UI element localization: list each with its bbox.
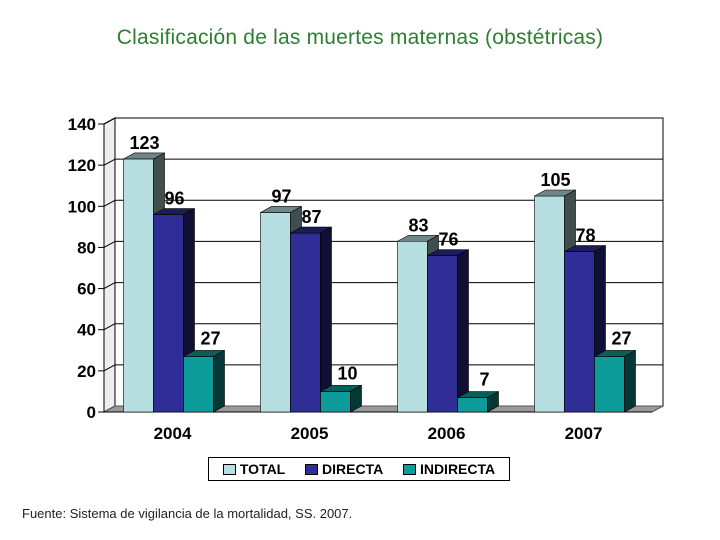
bars-layer (123, 152, 636, 413)
gridline-side (103, 323, 116, 331)
bar-side-indirecta-2006 (487, 391, 499, 413)
gridline-side (103, 240, 116, 248)
grid-layer (98, 117, 664, 413)
bar-indirecta-2004 (183, 356, 214, 413)
bar-indirecta-2007 (594, 356, 625, 413)
legend-label-total: TOTAL (239, 461, 286, 477)
value-label-total-2004: 123 (129, 133, 159, 153)
bar-indirecta-2005 (320, 391, 351, 413)
x-tick-label-2006: 2006 (428, 424, 466, 443)
value-label-indirecta-2004: 27 (200, 328, 220, 348)
value-label-total-2007: 105 (540, 170, 570, 190)
legend-swatch-directa (305, 463, 318, 475)
value-label-indirecta-2007: 27 (611, 328, 631, 348)
value-label-directa-2007: 78 (575, 226, 595, 246)
y-tick-label: 120 (68, 156, 96, 175)
value-label-indirecta-2005: 10 (337, 363, 357, 383)
value-label-directa-2004: 96 (164, 189, 184, 209)
value-label-directa-2005: 87 (301, 207, 321, 227)
bar-side-indirecta-2004 (213, 349, 225, 413)
legend-item-total: TOTAL (222, 461, 286, 477)
legend-label-indirecta: INDIRECTA (419, 461, 496, 477)
chart-legend: TOTAL DIRECTA INDIRECTA (208, 457, 510, 481)
value-label-directa-2006: 76 (438, 230, 458, 250)
legend-swatch-total (222, 463, 236, 475)
value-label-total-2006: 83 (408, 215, 428, 235)
y-tick-label: 20 (77, 362, 96, 381)
gridline-side (103, 158, 116, 166)
bar-directa-2004 (153, 214, 184, 413)
bar-side-directa-2006 (457, 249, 469, 413)
legend-item-indirecta: INDIRECTA (402, 461, 496, 477)
bar-total-2007 (534, 195, 565, 413)
bar-side-indirecta-2007 (624, 349, 636, 413)
source-note: Fuente: Sistema de vigilancia de la mort… (22, 506, 353, 521)
bar-side-directa-2005 (320, 226, 332, 413)
y-tick-label: 100 (68, 197, 96, 216)
x-tick-label-2007: 2007 (565, 424, 603, 443)
gridline-side (103, 364, 116, 372)
bar-directa-2005 (290, 232, 321, 413)
y-tick-label: 0 (87, 403, 96, 422)
labels-layer: 0 20 40 60 80 100 120 140 123 96 27 2004 97 87 10 2005 8… (68, 115, 632, 443)
x-tick-label-2005: 2005 (291, 424, 329, 443)
value-label-indirecta-2006: 7 (479, 370, 489, 390)
y-tick-label: 140 (68, 115, 96, 134)
value-label-total-2005: 97 (271, 186, 291, 206)
gridline-side (103, 117, 116, 125)
bar-indirecta-2006 (457, 397, 488, 413)
x-tick-label-2004: 2004 (154, 424, 192, 443)
bar-total-2004 (123, 158, 154, 413)
y-tick-label: 80 (77, 238, 96, 257)
bar-total-2005 (260, 212, 291, 413)
bar-directa-2006 (427, 255, 458, 413)
legend-swatch-indirecta (402, 463, 416, 475)
y-tick-label: 60 (77, 280, 96, 299)
legend-label-directa: DIRECTA (322, 461, 384, 477)
gridline-side (103, 199, 116, 207)
y-tick-label: 40 (77, 321, 96, 340)
legend-item-directa: DIRECTA (305, 461, 383, 477)
bar-total-2006 (397, 240, 428, 413)
bar-side-indirecta-2005 (350, 384, 362, 413)
bar-directa-2007 (564, 251, 595, 413)
chart-title: Clasificación de las muertes maternas (o… (116, 26, 604, 49)
gridline-side (103, 282, 116, 290)
